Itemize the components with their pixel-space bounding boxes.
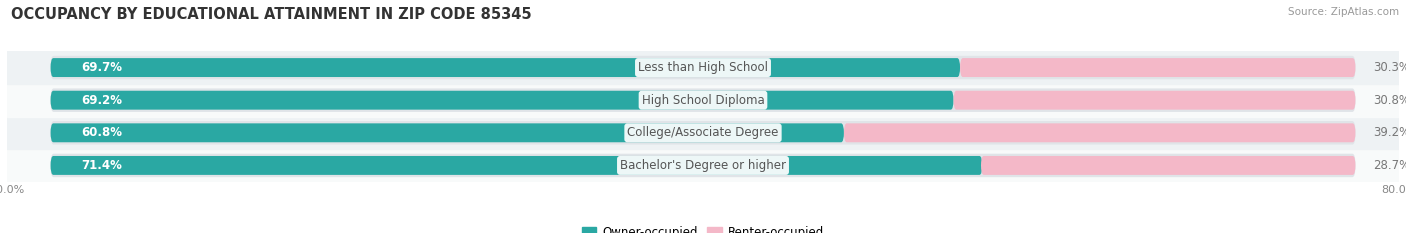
Text: Bachelor's Degree or higher: Bachelor's Degree or higher [620,159,786,172]
Bar [7,116,1399,149]
Text: 69.7%: 69.7% [82,61,122,74]
FancyBboxPatch shape [981,156,1355,175]
FancyBboxPatch shape [51,123,844,142]
Text: 30.8%: 30.8% [1372,94,1406,107]
Bar [7,84,1399,116]
Text: High School Diploma: High School Diploma [641,94,765,107]
FancyBboxPatch shape [953,91,1355,110]
Text: 30.3%: 30.3% [1372,61,1406,74]
Text: 71.4%: 71.4% [82,159,122,172]
Bar [7,51,1399,84]
Text: 39.2%: 39.2% [1372,126,1406,139]
FancyBboxPatch shape [51,154,1355,177]
FancyBboxPatch shape [844,123,1355,142]
FancyBboxPatch shape [51,121,1355,144]
Text: Source: ZipAtlas.com: Source: ZipAtlas.com [1288,7,1399,17]
FancyBboxPatch shape [51,91,953,110]
Bar [7,149,1399,182]
Text: 69.2%: 69.2% [82,94,122,107]
Text: 28.7%: 28.7% [1372,159,1406,172]
FancyBboxPatch shape [51,156,983,175]
Text: College/Associate Degree: College/Associate Degree [627,126,779,139]
FancyBboxPatch shape [51,56,1355,79]
Text: 60.8%: 60.8% [82,126,122,139]
Text: OCCUPANCY BY EDUCATIONAL ATTAINMENT IN ZIP CODE 85345: OCCUPANCY BY EDUCATIONAL ATTAINMENT IN Z… [11,7,531,22]
FancyBboxPatch shape [51,89,1355,112]
Text: Less than High School: Less than High School [638,61,768,74]
FancyBboxPatch shape [51,58,960,77]
FancyBboxPatch shape [960,58,1355,77]
Legend: Owner-occupied, Renter-occupied: Owner-occupied, Renter-occupied [578,221,828,233]
